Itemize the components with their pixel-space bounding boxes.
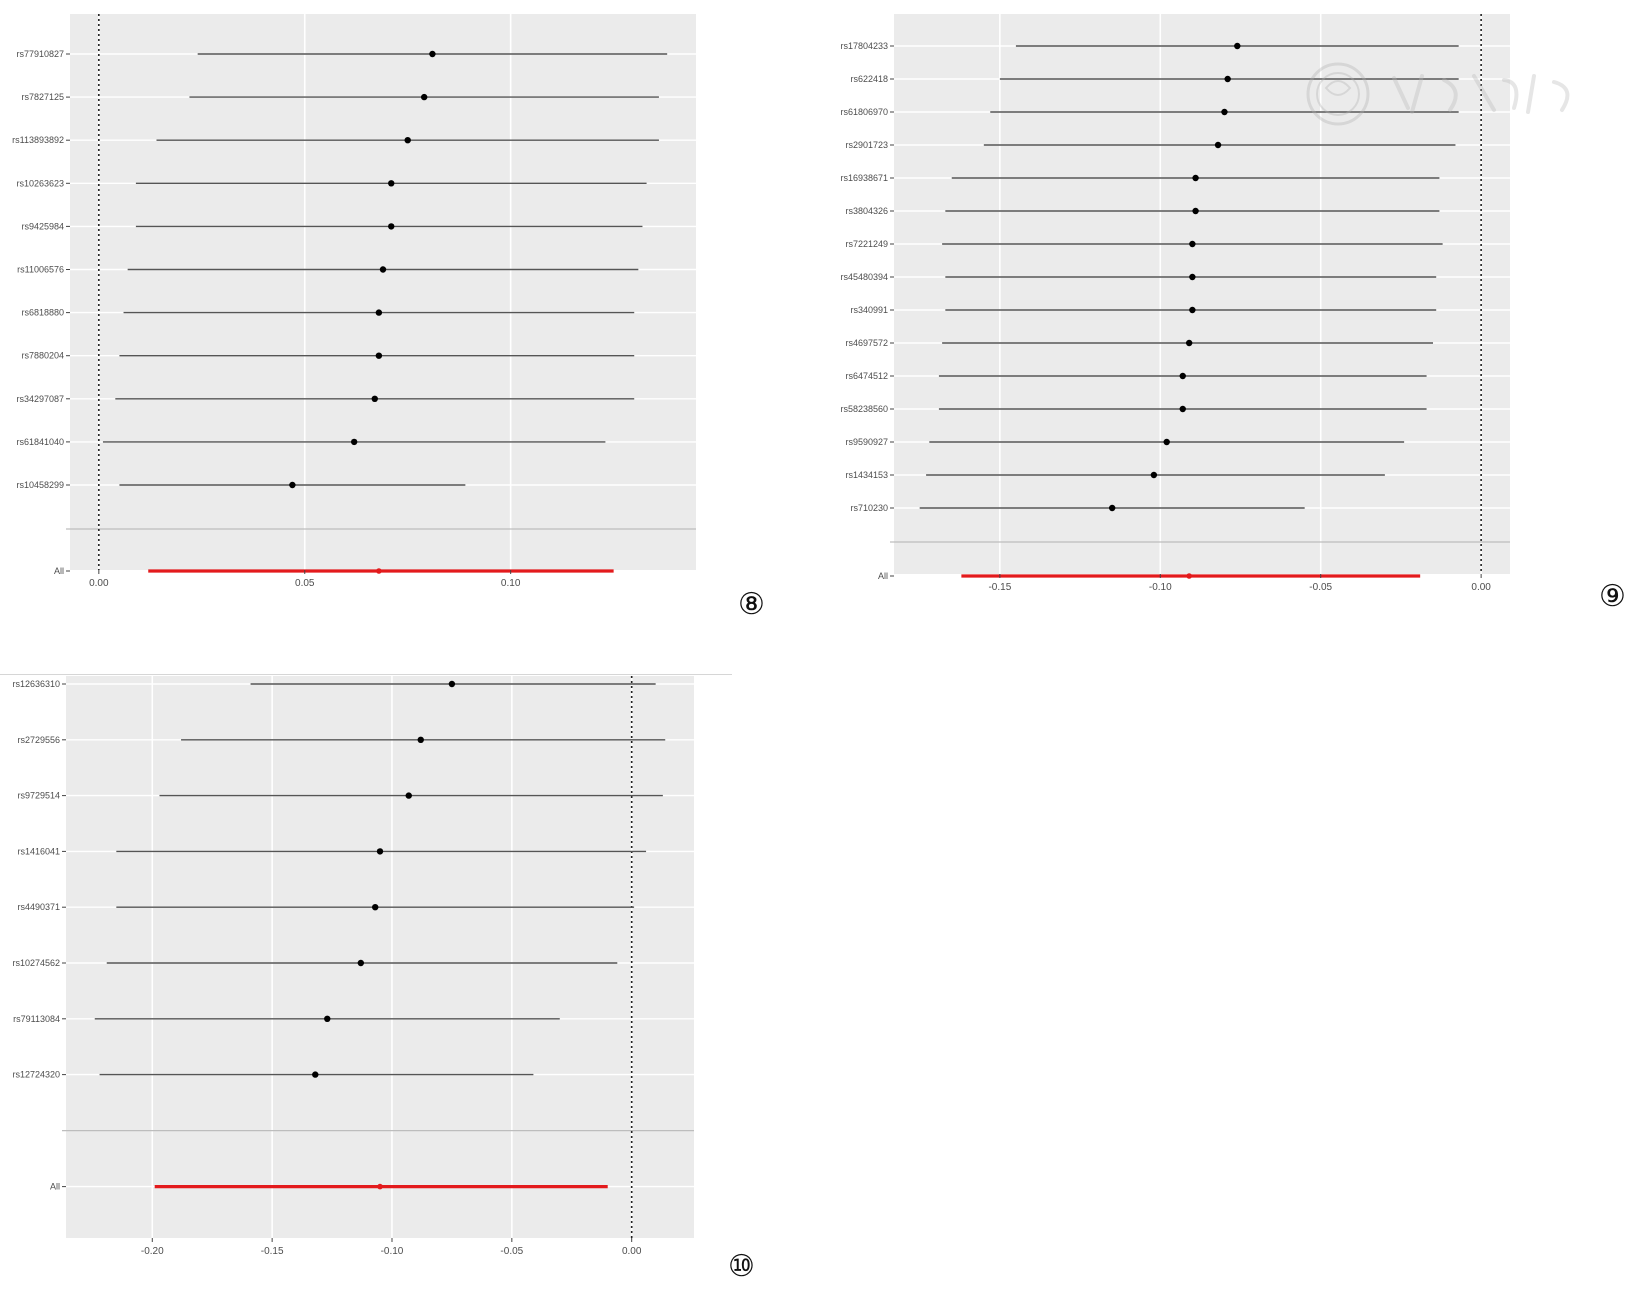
y-tick-label: rs10263623 (16, 178, 64, 188)
x-tick-label: -0.15 (261, 1246, 284, 1257)
point-estimate (1179, 372, 1186, 380)
point-estimate (1192, 174, 1199, 182)
y-tick-label: rs9425984 (21, 221, 64, 231)
x-tick-label: -0.05 (1309, 582, 1332, 593)
point-estimate (420, 93, 428, 101)
forest-plot-8: rs77910827 rs7827125 rs113893892 rs10263623… (0, 0, 760, 640)
point-estimate (1189, 240, 1196, 248)
y-tick-label: rs622418 (850, 74, 888, 84)
y-tick-label: rs7880204 (21, 351, 64, 361)
panel-number-10: ⑩ (728, 1249, 755, 1284)
y-tick-label: rs7827125 (21, 92, 64, 102)
y-tick-label: rs1434153 (845, 470, 888, 480)
point-estimate (379, 266, 387, 273)
point-estimate (417, 736, 424, 743)
y-tick-label: rs12724320 (12, 1070, 60, 1080)
point-estimate (388, 223, 395, 230)
y-tick-label: rs1416041 (17, 846, 60, 856)
y-tick-label: rs9590927 (845, 437, 888, 447)
point-estimate (376, 848, 384, 855)
y-tick-label: rs2729556 (17, 735, 60, 745)
y-tick-label: rs710230 (850, 503, 888, 513)
point-estimate (375, 309, 383, 316)
y-tick-label: rs79113084 (13, 1014, 60, 1024)
point-estimate (1224, 75, 1231, 83)
plot-panel-background (894, 14, 1510, 574)
y-tick-label: rs12636310 (12, 679, 60, 689)
overall-label: All (50, 1182, 60, 1192)
point-estimate (1108, 504, 1116, 512)
point-estimate (1163, 438, 1170, 446)
panel-separator (0, 674, 732, 675)
y-tick-label: rs11006576 (17, 265, 64, 275)
plot-panel-background (70, 14, 696, 570)
panel-number-9: ⑨ (1599, 579, 1626, 614)
y-tick-label: rs77910827 (16, 49, 64, 59)
point-estimate (1234, 42, 1241, 50)
y-tick-label: rs2901723 (845, 140, 888, 150)
forest-plot-10: rs12636310 rs2729556 rs9729514 rs1416041 rs4… (0, 676, 760, 1312)
x-tick-label: -0.10 (1149, 582, 1172, 593)
y-tick-label: rs61841040 (16, 437, 64, 447)
y-tick-label: rs3804326 (845, 206, 888, 216)
overall-point-estimate (1186, 573, 1192, 579)
point-estimate (1179, 405, 1186, 413)
point-estimate (289, 481, 296, 489)
point-estimate (324, 1015, 331, 1022)
overall-label: All (878, 571, 888, 581)
y-tick-label: rs10458299 (16, 480, 64, 490)
x-tick-label: -0.10 (381, 1246, 404, 1257)
y-tick-label: rs17804233 (840, 41, 888, 51)
forest-plot-9-svg: rs17804233 rs622418 rs61806970 rs2901723 rs1… (840, 14, 1510, 593)
point-estimate (375, 352, 383, 359)
y-tick-label: rs58238560 (840, 404, 888, 414)
point-estimate (357, 959, 365, 967)
y-tick-label: rs7221249 (845, 239, 888, 249)
x-tick-label: 0.05 (295, 578, 315, 589)
y-tick-label: rs4490371 (17, 902, 60, 912)
y-tick-label: rs340991 (850, 305, 888, 315)
y-tick-label: rs10274562 (12, 958, 60, 968)
y-tick-label: rs4697572 (845, 338, 888, 348)
point-estimate (404, 137, 411, 144)
point-estimate (1221, 108, 1228, 116)
panel-number-8: ⑧ (738, 587, 765, 622)
overall-point-estimate (376, 568, 382, 574)
y-tick-label: rs113893892 (12, 135, 64, 145)
y-tick-label: rs45480394 (840, 272, 888, 282)
point-estimate (1185, 339, 1193, 347)
x-tick-label: -0.05 (500, 1246, 523, 1257)
point-estimate (448, 680, 456, 688)
point-estimate (388, 180, 395, 187)
plot-panel-background (66, 676, 694, 1238)
point-estimate (1189, 273, 1196, 281)
point-estimate (1189, 306, 1196, 314)
x-tick-label: 0.10 (501, 578, 521, 589)
overall-label: All (54, 566, 64, 576)
y-tick-label: rs16938671 (840, 173, 888, 183)
point-estimate (372, 904, 379, 911)
point-estimate (1214, 141, 1222, 149)
point-estimate (1192, 207, 1199, 215)
x-tick-label: 0.00 (1471, 582, 1491, 593)
overall-point-estimate (377, 1183, 383, 1190)
x-tick-label: 0.00 (622, 1246, 642, 1257)
y-tick-label: rs34297087 (16, 394, 64, 404)
y-tick-label: rs6474512 (845, 371, 888, 381)
y-tick-label: rs61806970 (840, 107, 888, 117)
point-estimate (371, 395, 378, 402)
y-tick-label: rs9729514 (17, 791, 60, 801)
x-tick-label: -0.20 (141, 1246, 164, 1257)
forest-plot-10-svg: rs12636310 rs2729556 rs9729514 rs1416041 rs4… (12, 676, 694, 1257)
forest-plot-8-svg: rs77910827 rs7827125 rs113893892 rs10263623… (12, 14, 696, 589)
forest-plot-9: rs17804233 rs622418 rs61806970 rs2901723 rs1… (840, 0, 1640, 640)
point-estimate (312, 1071, 319, 1078)
y-tick-label: rs6818880 (21, 308, 64, 318)
point-estimate (405, 792, 412, 799)
x-tick-label: -0.15 (988, 582, 1011, 593)
point-estimate (1150, 471, 1158, 479)
point-estimate (429, 50, 436, 58)
point-estimate (350, 438, 358, 446)
x-tick-label: 0.00 (89, 578, 109, 589)
